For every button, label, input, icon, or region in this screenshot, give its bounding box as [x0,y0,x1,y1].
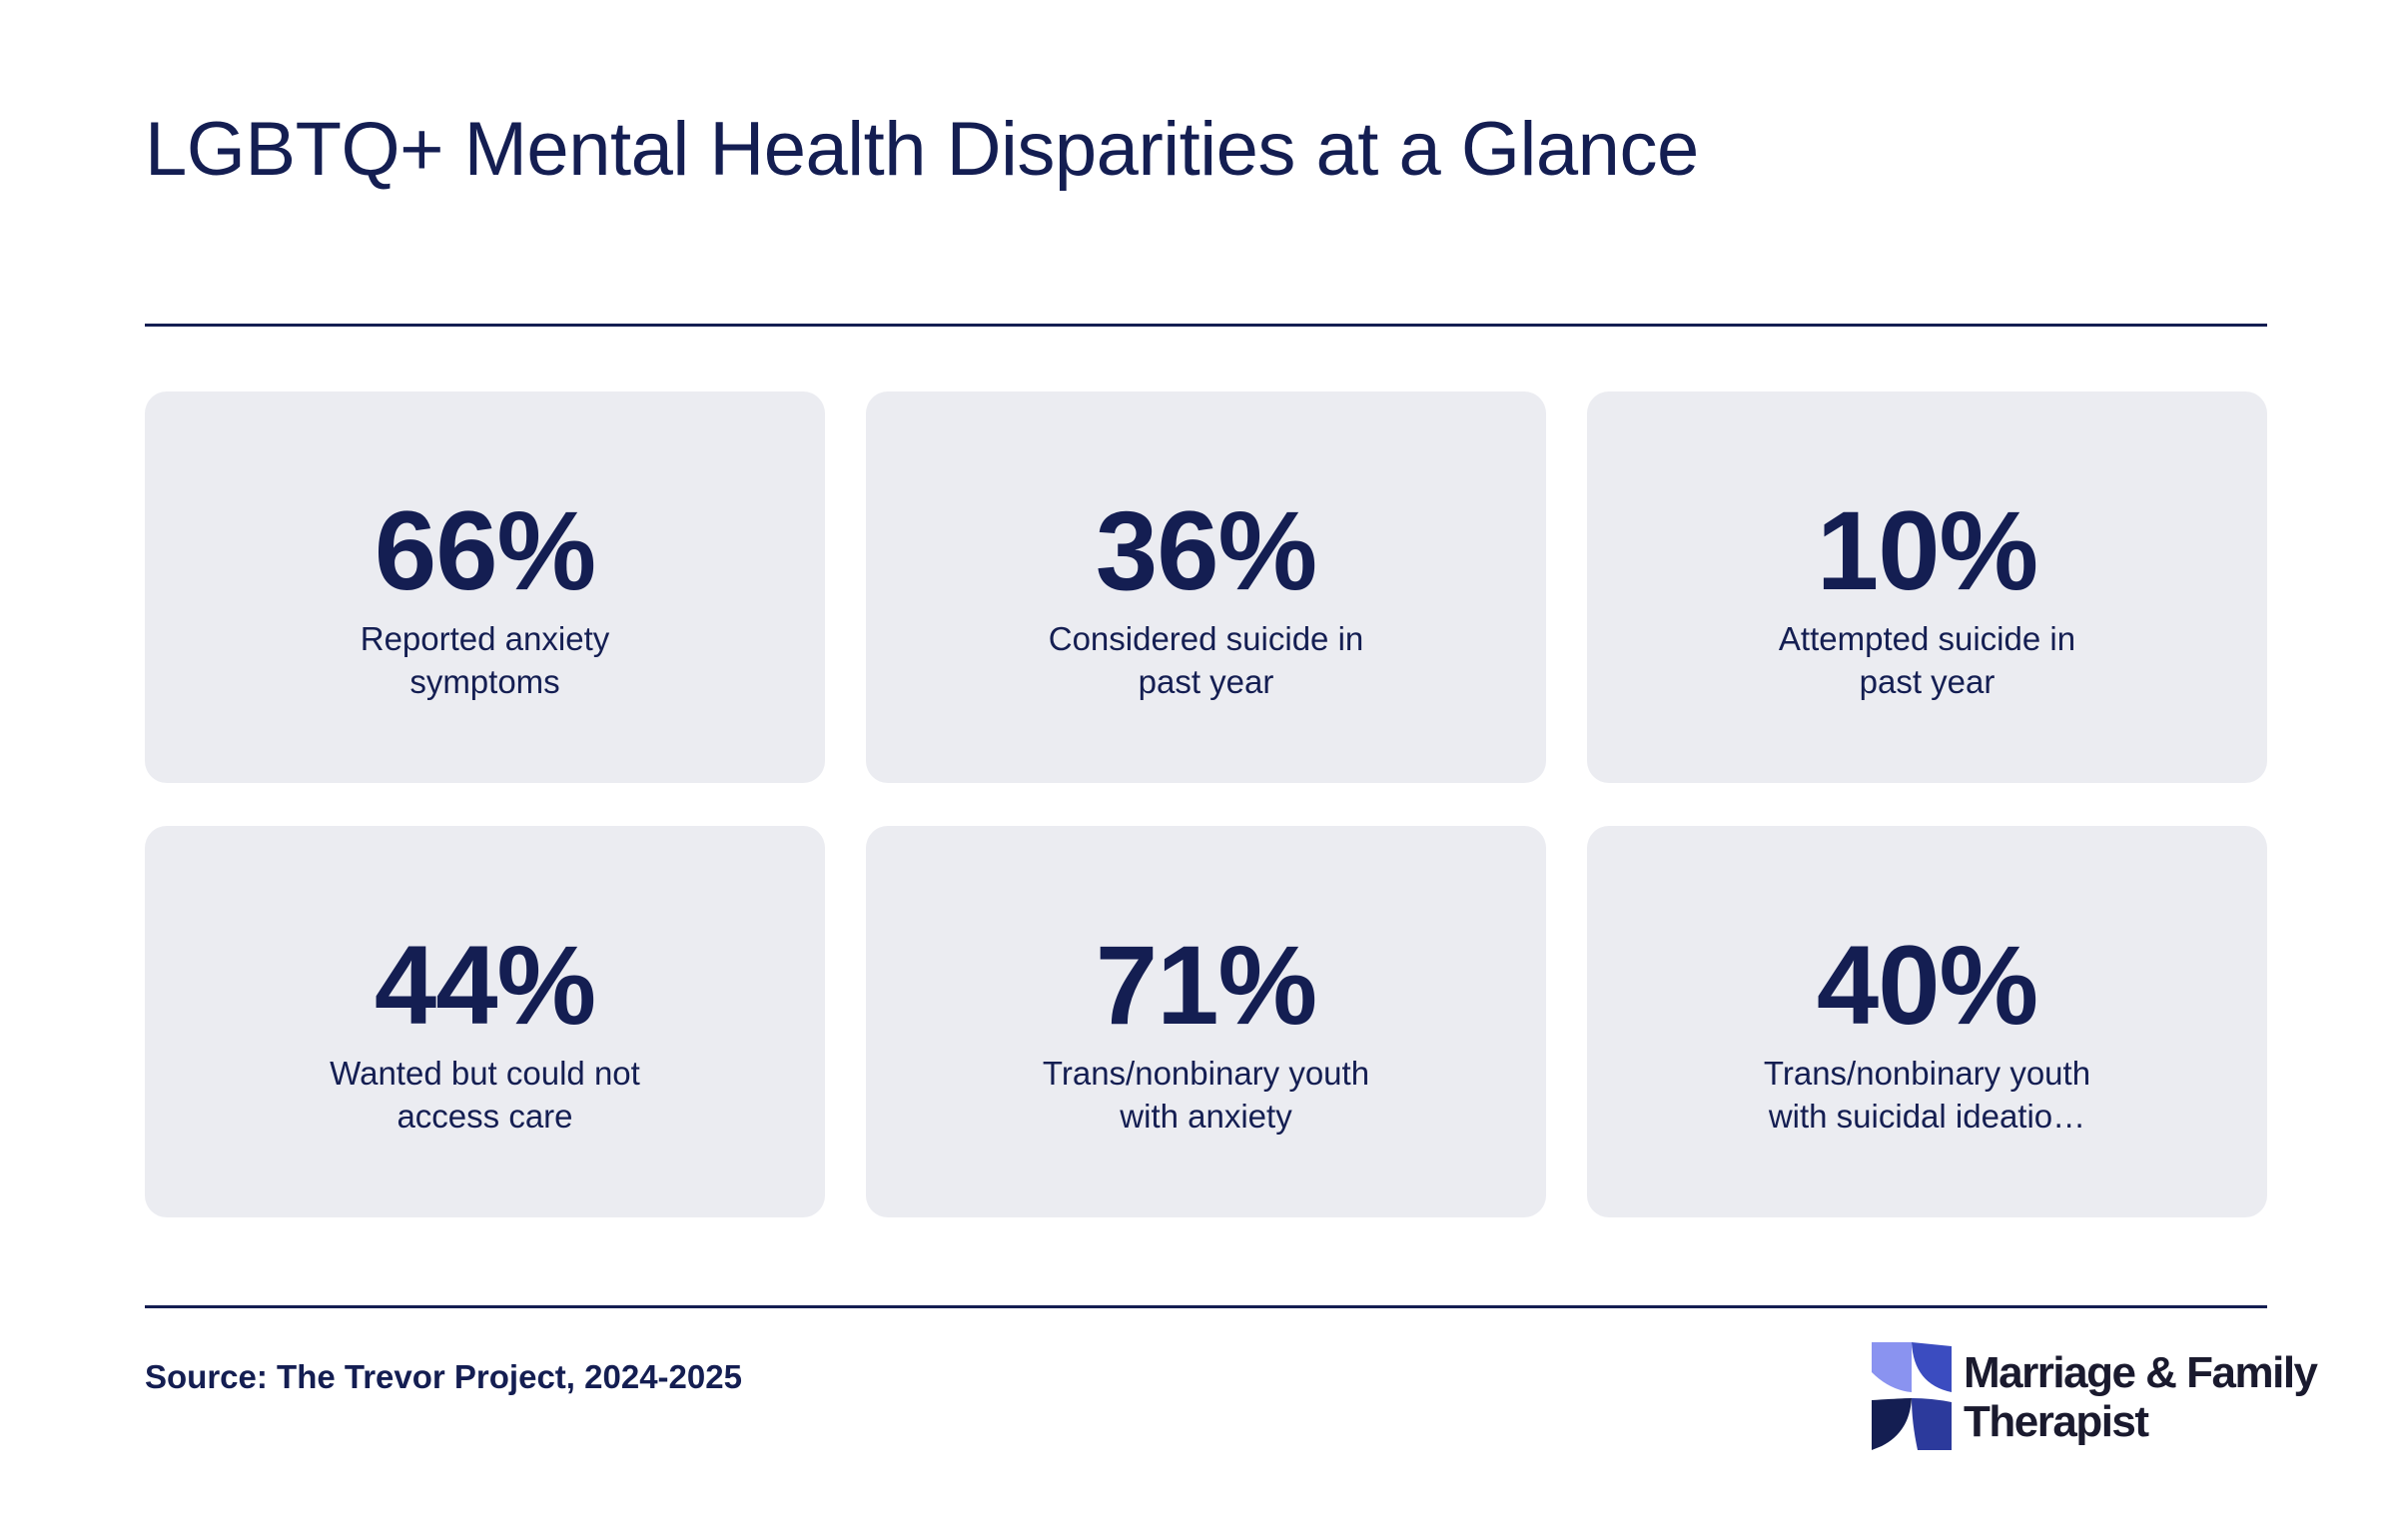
stat-card: 44% Wanted but could not access care [145,826,825,1217]
bottom-divider [145,1305,2267,1308]
stat-value: 40% [1816,923,2038,1048]
stat-value: 66% [374,488,596,613]
stat-value: 10% [1816,488,2038,613]
stat-value: 71% [1095,923,1317,1048]
logo-mark-icon [1872,1342,1952,1450]
stat-label: Attempted suicide in past year [1778,620,2076,700]
stat-card: 66% Reported anxiety symptoms [145,391,825,783]
stat-label: Trans/nonbinary youth with anxiety [1042,1055,1370,1135]
stat-label: Wanted but could not access care [330,1055,640,1135]
stat-value: 44% [374,923,596,1048]
top-divider [145,324,2267,327]
source-citation: Source: The Trevor Project, 2024-2025 [145,1358,742,1395]
stat-label: Considered suicide in past year [1048,620,1364,700]
brand-logo: Marriage & Family Therapist [1872,1342,2318,1452]
logo-line-1: Marriage & Family [1964,1348,2318,1397]
logo-petal-bottom-right [1912,1398,1952,1450]
logo-wordmark: Marriage & Family Therapist [1964,1348,2318,1446]
stat-card: 10% Attempted suicide in past year [1587,391,2267,783]
stat-card: 36% Considered suicide in past year [866,391,1546,783]
logo-petal-top-left [1872,1342,1912,1392]
stat-label: Reported anxiety symptoms [360,620,610,700]
logo-petal-bottom-left [1872,1398,1912,1450]
stat-card: 40% Trans/nonbinary youth with suicidal … [1587,826,2267,1217]
logo-petal-top-right [1912,1342,1952,1392]
stat-label: Trans/nonbinary youth with suicidal idea… [1763,1055,2091,1135]
page-title: LGBTQ+ Mental Health Disparities at a Gl… [145,107,1699,192]
stat-value: 36% [1095,488,1317,613]
stat-card: 71% Trans/nonbinary youth with anxiety [866,826,1546,1217]
logo-line-2: Therapist [1964,1397,2149,1446]
stats-grid: 66% Reported anxiety symptoms 36% Consid… [145,391,2267,1217]
